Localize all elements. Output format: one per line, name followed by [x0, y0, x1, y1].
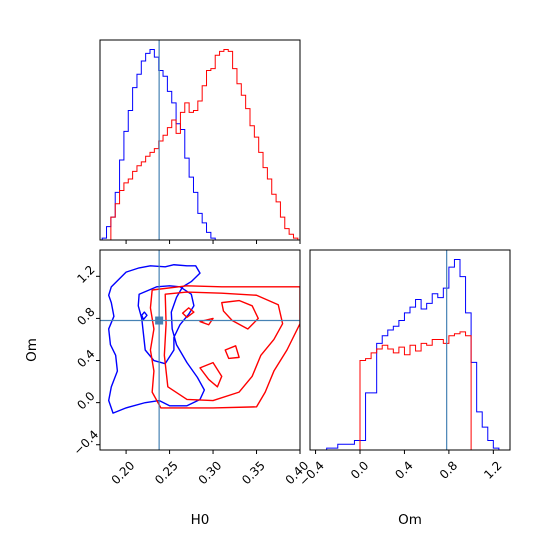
h0-hist-series-1-histogram — [110, 49, 299, 240]
joint-y-tick-label-3: 0.8 — [74, 305, 97, 328]
h0-histogram-panel — [99, 39, 301, 244]
joint-x-tick-label-3: 0.35 — [239, 458, 268, 487]
joint-series-1-contour-4 — [199, 317, 214, 326]
joint-y-tick-label-0: −0.4 — [71, 427, 102, 458]
x-axis-label-h0: H0 — [191, 512, 210, 528]
joint-y-tick-label-1: 0.0 — [74, 389, 97, 412]
joint-y-tick-label-2: 0.4 — [74, 347, 97, 370]
om-hist-frame — [309, 249, 511, 451]
joint-series-1-contour-0 — [149, 285, 300, 409]
joint-series-1-contour-6 — [224, 345, 240, 360]
h0-hist-frame — [99, 39, 301, 241]
joint-y-tick-label-4: 1.2 — [74, 263, 97, 286]
y-axis-label-om: Om — [24, 338, 40, 362]
om-hist-x-tick-label-2: 0.4 — [392, 458, 415, 481]
joint-x-tick-label-1: 0.25 — [152, 458, 181, 487]
om-hist-x-tick-label-3: 0.8 — [437, 458, 460, 481]
x-axis-label-om: Om — [398, 512, 422, 528]
om-histogram-panel: −0.4 0.0 0.4 0.8 1.2 — [296, 249, 511, 489]
joint-truth-marker — [155, 316, 164, 325]
joint-x-tick-label-2: 0.30 — [196, 458, 225, 487]
om-hist-series-1-histogram — [359, 331, 472, 450]
h0-om-contour-panel: 0.20 0.25 0.30 0.35 0.40−0.40.00.40.81.2 — [71, 249, 311, 487]
om-hist-x-tick-label-4: 1.2 — [481, 458, 504, 481]
joint-frame — [99, 249, 301, 451]
om-hist-series-0-histogram — [326, 259, 500, 450]
joint-plot-area — [100, 250, 300, 450]
joint-x-tick-label-0: 0.20 — [109, 458, 138, 487]
om-hist-plot-area — [326, 250, 500, 450]
joint-series-0-contour-2 — [141, 311, 148, 321]
h0-hist-plot-area — [101, 40, 299, 240]
joint-series-1-contour-3 — [181, 307, 195, 319]
om-hist-x-tick-label-1: 0.0 — [348, 458, 371, 481]
joint-series-0-contour-0 — [107, 264, 206, 414]
joint-series-1-contour-2 — [221, 299, 259, 330]
joint-series-1-contour-5 — [199, 361, 223, 388]
joint-series-1-contour-1 — [163, 291, 284, 402]
